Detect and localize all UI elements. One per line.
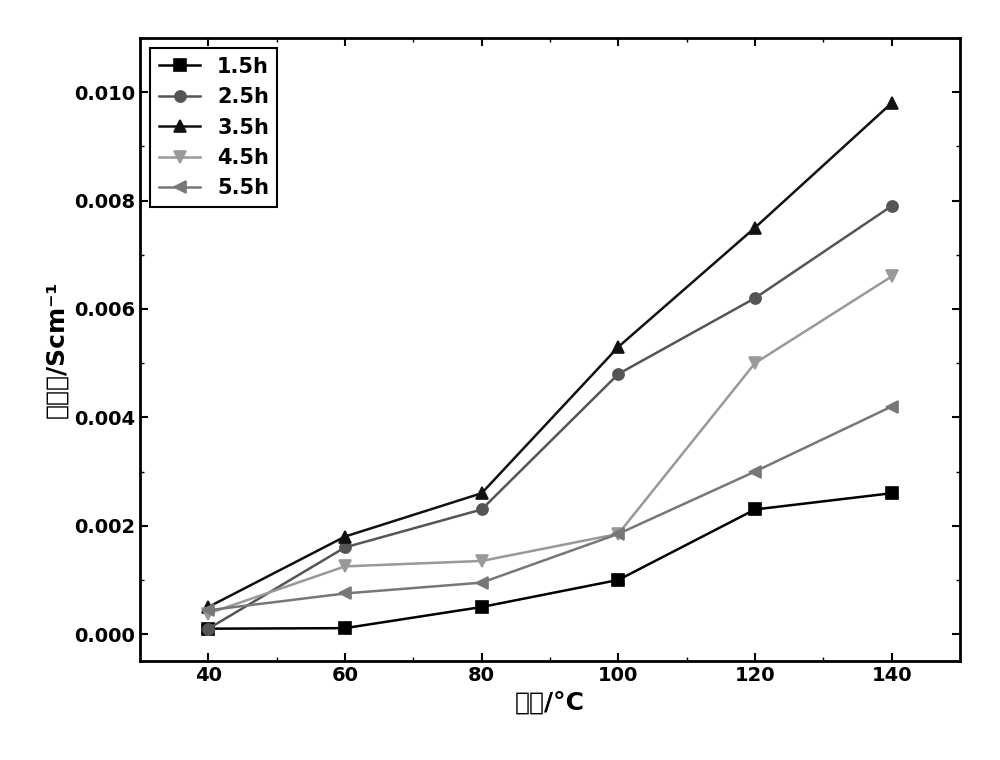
5.5h [339,589,351,598]
Y-axis label: 电导率/Scm⁻¹: 电导率/Scm⁻¹ [44,281,68,418]
2.5h [339,543,351,552]
4.5h [202,609,214,618]
3.5h [886,99,898,108]
1.5h [202,624,214,633]
1.5h [886,489,898,498]
Line: 4.5h: 4.5h [203,271,897,619]
4.5h [749,359,761,368]
5.5h [476,578,488,587]
1.5h [339,624,351,633]
3.5h [339,532,351,541]
2.5h [886,201,898,211]
4.5h [886,272,898,281]
4.5h [339,562,351,571]
3.5h [749,223,761,233]
3.5h [476,489,488,498]
Legend: 1.5h, 2.5h, 3.5h, 4.5h, 5.5h: 1.5h, 2.5h, 3.5h, 4.5h, 5.5h [150,49,277,207]
X-axis label: 温度/°C: 温度/°C [515,691,585,714]
1.5h [749,505,761,514]
4.5h [476,556,488,565]
2.5h [202,624,214,633]
Line: 3.5h: 3.5h [203,97,897,613]
1.5h [612,575,624,584]
3.5h [202,603,214,612]
Line: 2.5h: 2.5h [203,201,897,635]
5.5h [612,529,624,538]
2.5h [749,293,761,302]
2.5h [612,369,624,378]
5.5h [749,467,761,476]
5.5h [886,402,898,411]
3.5h [612,342,624,351]
1.5h [476,603,488,612]
Line: 1.5h: 1.5h [203,488,897,635]
5.5h [202,606,214,615]
Line: 5.5h: 5.5h [203,401,897,616]
4.5h [612,529,624,538]
2.5h [476,505,488,514]
